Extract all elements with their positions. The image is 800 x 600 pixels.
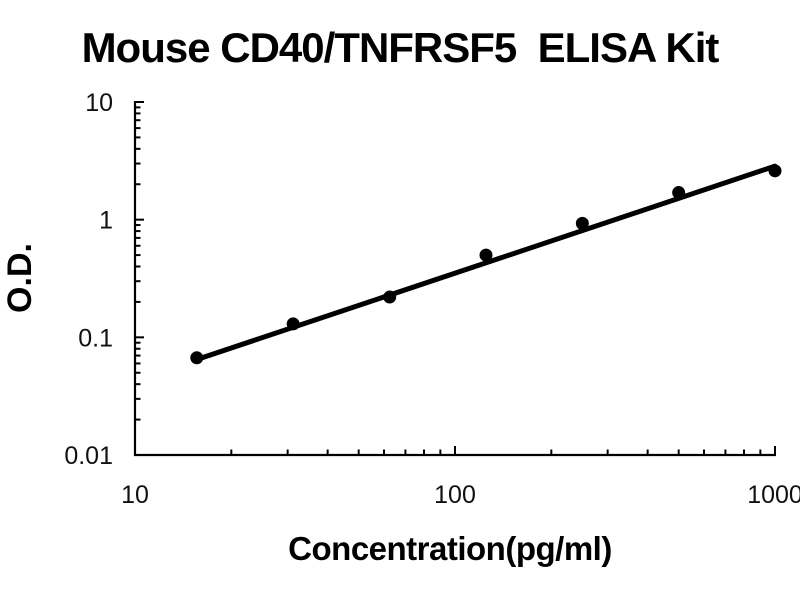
y-tick-label: 1 [99,207,113,235]
data-point [672,186,686,200]
data-point [768,164,782,178]
x-tick-label: 1000 [747,481,800,509]
y-tick-label: 0.1 [78,324,113,352]
chart-title: Mouse CD40/TNFRSF5 ELISA Kit [81,24,720,71]
data-point [286,317,300,331]
y-tick-label: 10 [85,89,113,117]
x-tick-label: 10 [121,481,149,509]
data-point [479,248,493,262]
y-tick-label: 0.01 [64,442,113,470]
x-axis-title: Concentration(pg/ml) [288,530,612,567]
standard-curve-fit-line [192,163,778,363]
data-point [575,216,589,230]
x-tick-label: 100 [434,481,476,509]
data-point [383,290,397,304]
data-point [190,351,204,365]
